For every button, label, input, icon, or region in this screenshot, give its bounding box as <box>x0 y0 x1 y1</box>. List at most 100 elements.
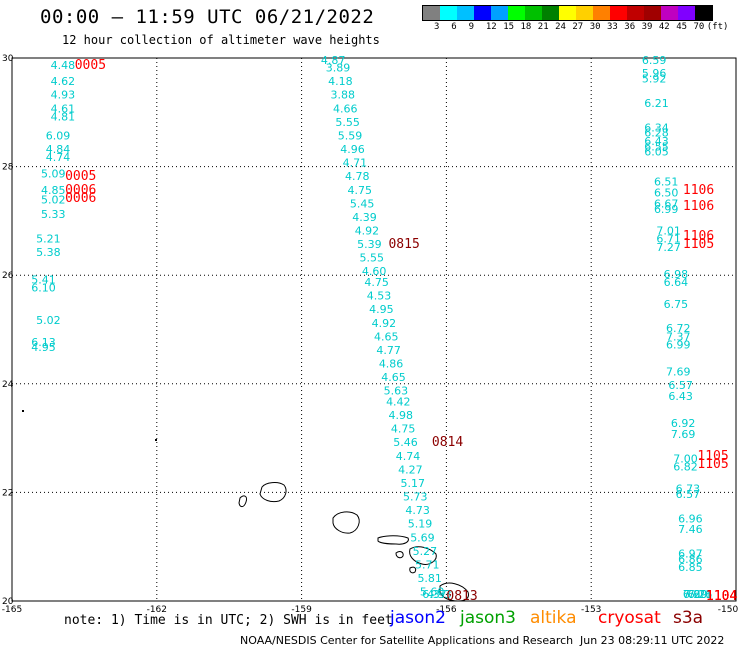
island-oahu <box>332 511 360 534</box>
wave-height-label: 5.17 <box>401 477 426 490</box>
pass-time-label: 1106 <box>683 229 714 244</box>
wave-height-label: 5.63 <box>384 385 409 398</box>
wave-height-label: 6.10 <box>31 281 56 294</box>
color-scale-labels: 3 6 9 12 15 18 21 24 27 30 33 36 39 42 45 70 (ft) <box>422 22 740 34</box>
wave-height-label: 6.05 <box>644 146 669 159</box>
wave-height-label: 6.98 <box>664 268 689 281</box>
wave-height-label: 5.33 <box>41 208 66 221</box>
island-kahoolawe <box>409 566 417 574</box>
pass-time-label: 0815 <box>388 237 419 252</box>
x-tick-label: -159 <box>291 605 312 615</box>
wave-height-label: 4.27 <box>398 463 423 476</box>
legend-label: 6 <box>451 22 457 32</box>
y-tick-label: 30 <box>2 54 14 64</box>
wave-height-label: 5.41 <box>31 273 56 286</box>
wave-height-label: 6.86 <box>678 553 703 566</box>
wave-height-label: 5.46 <box>393 436 418 449</box>
wave-height-label: 5.19 <box>408 518 433 531</box>
pass-time-label: 1104 <box>706 589 737 604</box>
legend-swatch <box>678 6 695 20</box>
wave-height-label: 5.09 <box>41 167 66 180</box>
map-grid <box>12 58 736 601</box>
wave-height-label: 4.98 <box>388 409 413 422</box>
legend-swatch <box>644 6 661 20</box>
color-scale-legend <box>422 5 713 21</box>
y-tick-label: 20 <box>2 597 14 607</box>
pass-time-label: 1105 <box>697 457 728 472</box>
wave-height-label: 5.02 <box>36 314 61 327</box>
wave-height-label: 4.85 <box>41 184 66 197</box>
wave-height-label: 6.67 <box>654 197 679 210</box>
legend-swatch <box>627 6 644 20</box>
legend-label: 33 <box>607 22 618 32</box>
track-a: 4.48 4.624.934.614.81 6.094.844.74 5.09 4.85… <box>31 59 75 354</box>
wave-height-label: 4.77 <box>376 344 401 357</box>
wave-height-label: 6.50 <box>654 186 679 199</box>
wave-height-label: 7.46 <box>678 523 703 536</box>
wave-height-label: 5.55 <box>335 116 360 129</box>
pass-time-label: 1105 <box>683 237 714 252</box>
island-lanai <box>395 551 404 559</box>
footer-note: note: 1) Time is in UTC; 2) SWH is in fe… <box>64 613 393 628</box>
wave-height-label: 7.69 <box>671 428 696 441</box>
track-b: 4.873.894.183.884.665.555.594.964.714.78… <box>321 54 452 601</box>
legend-swatch <box>440 6 457 20</box>
y-tick-label: 26 <box>2 271 14 281</box>
island-molokai <box>377 535 409 545</box>
wave-height-label: 3.89 <box>326 62 351 75</box>
wave-height-label: 7.01 <box>656 224 681 237</box>
pass-time-label: 0006 <box>65 183 96 198</box>
legend-swatch <box>559 6 576 20</box>
wave-height-label: 4.60 <box>362 265 387 278</box>
legend-label: 18 <box>520 22 532 32</box>
wave-height-label: 4.18 <box>328 75 353 88</box>
x-tick-label: -156 <box>436 605 457 615</box>
wave-height-label: 4.53 <box>367 290 392 303</box>
wave-height-label: 6.13 <box>31 336 56 349</box>
wave-height-label: 7.37 <box>666 330 691 343</box>
wave-height-label: 4.95 <box>369 303 394 316</box>
time-labels: 0005000500060006081508140813110611061106… <box>65 58 737 604</box>
satellite-jason3: jason3 <box>460 608 516 628</box>
satellite-cryosat: cryosat <box>598 608 661 628</box>
wave-height-label: 6.43 <box>644 135 669 148</box>
legend-unit: (ft) <box>706 22 729 32</box>
wave-height-label: 5.59 <box>338 129 363 142</box>
legend-label: 45 <box>676 22 688 32</box>
wave-height-label: 4.73 <box>405 504 430 517</box>
legend-swatch <box>542 6 559 20</box>
x-tick-label: -153 <box>581 605 601 615</box>
wave-height-label: 6.97 <box>678 548 703 561</box>
x-tick-label: -150 <box>718 605 739 615</box>
wave-height-label: 5.39 <box>357 238 382 251</box>
track-c: 6.595.965.926.216.346.286.436.556.056.51… <box>642 54 712 601</box>
legend-label: 15 <box>503 22 515 32</box>
wave-height-label: 4.92 <box>355 224 380 237</box>
y-tick-label: 24 <box>2 380 14 390</box>
legend-label: 39 <box>641 22 653 32</box>
legend-label: 42 <box>658 22 670 32</box>
wave-height-label: 5.96 <box>642 67 667 80</box>
wave-height-label: 4.71 <box>343 157 368 170</box>
island-niihau <box>238 495 247 508</box>
wave-height-label: 5.73 <box>403 491 428 504</box>
wave-height-label: 5.81 <box>417 572 442 585</box>
legend-label: 21 <box>537 22 549 32</box>
wave-height-label: 6.75 <box>664 298 689 311</box>
wave-height-label: 7.99 <box>683 588 708 601</box>
wave-height-label: 4.75 <box>391 423 416 436</box>
wave-height-label: 7.69 <box>666 366 691 379</box>
wave-height-label: 5.60 <box>420 586 445 599</box>
wave-height-label: 4.66 <box>333 102 358 115</box>
wave-height-label: 6.85 <box>678 561 703 574</box>
wave-height-label: 5.71 <box>415 558 440 571</box>
legend-swatch <box>457 6 474 20</box>
wave-height-label: 7.00 <box>673 453 698 466</box>
axis-tick-labels: -165 -162 -159 -156 -153 -150 30 28 26 24 22 20 <box>2 54 739 615</box>
wave-height-label: 6.57 <box>676 488 701 501</box>
wave-height-label: 6.51 <box>654 176 679 189</box>
wave-height-label: 6.37 <box>422 588 447 601</box>
legend-swatch <box>508 6 525 20</box>
satellite-tracks: 4.484.624.934.614.816.094.844.745.094.85… <box>31 54 712 601</box>
